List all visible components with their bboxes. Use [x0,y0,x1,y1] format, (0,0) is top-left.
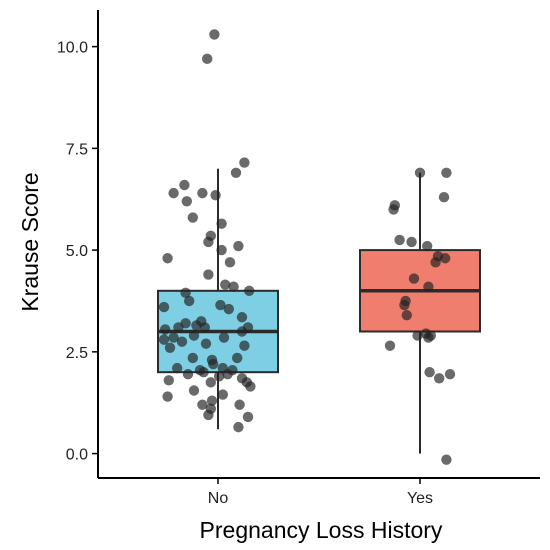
data-point-no [214,371,225,382]
data-point-no [168,187,179,199]
data-point-no [168,332,179,343]
data-point-no [216,218,227,229]
data-point-yes [399,299,410,311]
data-point-no [173,322,184,333]
y-axis-title: Krause Score [17,172,43,311]
data-point-no [216,244,227,256]
data-point-no [202,53,213,65]
data-point-no [233,240,244,252]
data-point-yes [401,310,412,321]
data-point-no [198,366,209,378]
data-point-no [200,338,212,349]
data-point-no [160,324,171,335]
data-point-yes [412,330,423,341]
data-point-yes [440,253,451,264]
data-point-no [179,179,190,191]
data-point-no [158,301,170,313]
data-point-no [218,332,230,343]
data-point-no [244,285,255,296]
data-point-no [180,287,191,299]
data-point-no [236,326,248,337]
data-point-no [197,187,208,199]
data-point-no [206,395,218,406]
data-point-no [203,269,214,280]
y-tick-label: 2.5 [66,345,88,362]
data-point-yes [414,167,426,178]
x-tick-label-no: No [208,490,229,507]
data-point-yes [423,332,434,343]
data-point-no [184,295,195,307]
data-point-no [188,385,200,396]
data-point-no [199,322,210,333]
data-point-no [181,196,192,207]
data-point-no [232,352,243,364]
data-point-no [197,399,208,410]
data-point-yes [444,369,456,380]
data-point-yes [423,281,434,292]
data-point-yes [394,234,405,246]
data-point-no [224,257,236,268]
data-point-yes [441,454,452,465]
data-point-no [163,375,174,386]
data-point-no [220,279,231,290]
data-point-no [242,411,254,423]
data-point-no [162,253,173,264]
data-point-no [223,303,234,315]
jitter-points-layer [158,29,456,465]
data-point-no [176,336,188,347]
data-point-yes [424,366,435,378]
data-point-no [203,236,214,248]
data-point-no [208,358,219,370]
data-point-yes [438,192,450,203]
data-point-no [164,342,176,353]
data-point-no [234,399,245,410]
data-point-no [209,29,220,40]
y-tick-label: 7.5 [66,141,88,158]
y-tick-label: 5.0 [66,243,88,260]
y-ticks: 0.0 2.5 5.0 7.5 10.0 [57,40,98,464]
data-point-no [188,330,200,341]
axes-layer [97,10,540,479]
x-ticks: No Yes [208,478,433,507]
y-tick-label: 0.0 [66,447,88,464]
data-point-no [245,381,256,392]
data-point-no [215,299,226,311]
data-point-yes [408,273,420,284]
data-point-yes [430,257,441,268]
data-point-no [239,340,250,351]
data-point-no [187,212,198,223]
data-point-yes [406,236,417,248]
data-point-yes [434,373,445,384]
data-point-no [158,334,170,345]
y-tick-label: 10.0 [57,40,88,57]
data-point-no [230,167,242,178]
data-point-no [172,362,183,374]
data-point-no [236,312,248,323]
data-point-no [233,421,244,433]
data-point-yes [388,204,399,215]
data-point-no [182,369,194,380]
data-point-no [162,391,173,402]
data-point-no [222,369,233,380]
data-point-no [210,189,221,201]
data-point-no [205,377,216,388]
x-tick-label-yes: Yes [407,490,433,507]
data-point-yes [384,340,396,351]
data-point-no [239,157,250,168]
data-point-yes [441,167,452,178]
data-point-no [203,409,214,421]
data-point-no [187,352,198,364]
data-point-no [217,389,228,400]
data-point-yes [422,240,433,252]
data-point-no [228,281,239,292]
x-axis-title: Pregnancy Loss History [200,517,443,543]
